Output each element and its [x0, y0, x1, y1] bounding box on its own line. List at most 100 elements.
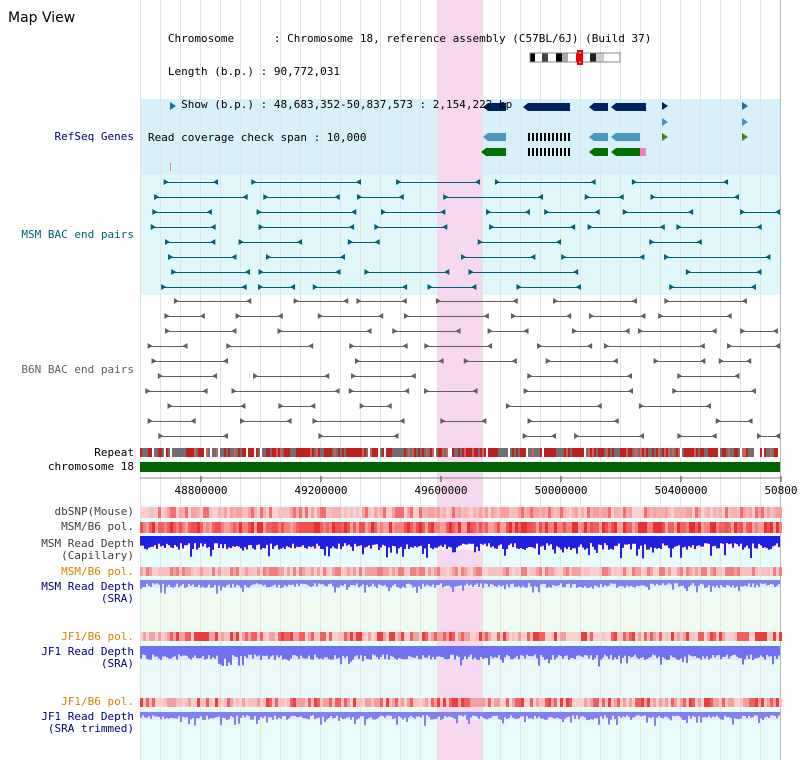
- msm-depth-capillary-bar: [140, 536, 142, 546]
- msm-pol-heat: [416, 522, 419, 533]
- msm-depth-capillary-bar: [456, 536, 458, 548]
- msm-depth-sra-bar: [162, 580, 164, 584]
- jf1-pol2-heat: [338, 698, 341, 707]
- jf1-depth-sra-bar: [398, 646, 400, 659]
- msm-pol-heat: [173, 522, 176, 533]
- jf1-depth-sra-bar: [488, 646, 490, 666]
- jf1-pol-heat: [692, 632, 695, 641]
- jf1-depth-trimmed-bar: [612, 712, 614, 716]
- jf1-pol-heat: [719, 632, 722, 641]
- repeat-segment: [444, 448, 446, 457]
- b6n-bac-pair-end: [603, 343, 609, 349]
- jf1-depth-sra-bar: [684, 646, 686, 657]
- jf1-pol-heat: [596, 632, 599, 641]
- jf1-depth-trimmed-bar: [484, 712, 486, 719]
- msm-bac-pair-end: [256, 209, 262, 215]
- jf1-depth-sra-bar: [706, 646, 708, 657]
- jf1-pol2-heat: [296, 698, 299, 707]
- b6n-bac-pair-end: [481, 418, 487, 424]
- repeat-segment: [502, 448, 504, 457]
- jf1-depth-trimmed-bar: [754, 712, 756, 716]
- repeat-segment: [484, 448, 486, 457]
- track-label-dbsnp[interactable]: dbSNP(Mouse): [54, 505, 134, 518]
- page-title: Map View: [8, 10, 76, 26]
- msm-depth-capillary-bar: [208, 536, 210, 547]
- jf1-depth-trimmed-bar: [622, 712, 624, 717]
- msm-pol2-heat: [560, 567, 563, 576]
- jf1-depth-trimmed-bar: [168, 712, 170, 719]
- msm-pol2-heat: [671, 567, 674, 576]
- dbsnp-heat: [512, 507, 515, 518]
- jf1-depth-sra-bar: [462, 646, 464, 660]
- track-label-msm-depth-capillary[interactable]: MSM Read Depth (Capillary): [41, 538, 134, 562]
- msm-depth-capillary-bar: [568, 536, 570, 547]
- msm-depth-sra-bar: [146, 580, 148, 584]
- dbsnp-heat: [386, 507, 389, 518]
- jf1-pol-heat: [491, 632, 494, 641]
- msm-pol-heat: [737, 522, 740, 533]
- repeat-segment: [414, 448, 416, 457]
- track-label-jf1-depth-trimmed[interactable]: JF1 Read Depth (SRA trimmed): [41, 711, 134, 735]
- jf1-pol2-heat: [635, 698, 638, 707]
- track-label-msm-pol-2[interactable]: MSM/B6 pol.: [61, 565, 134, 578]
- repeat-segment: [588, 448, 590, 457]
- track-label-msm-bac[interactable]: MSM BAC end pairs: [21, 228, 134, 241]
- jf1-pol2-heat: [173, 698, 176, 707]
- track-label-msm-pol[interactable]: MSM/B6 pol.: [61, 520, 134, 533]
- jf1-pol2-heat: [467, 698, 470, 707]
- track-label-jf1-depth[interactable]: JF1 Read Depth (SRA): [41, 646, 134, 670]
- track-label-msm-depth-sra[interactable]: MSM Read Depth (SRA): [41, 581, 134, 605]
- dbsnp-heat: [449, 507, 452, 518]
- msm-depth-sra-bar: [364, 580, 366, 593]
- exon-mark: [548, 133, 550, 141]
- b6n-bac-pair-end: [640, 313, 646, 319]
- dbsnp-heat: [509, 507, 512, 518]
- repeat-segment: [524, 448, 526, 457]
- jf1-depth-trimmed-bar: [444, 712, 446, 717]
- jf1-pol2-heat: [485, 698, 488, 707]
- msm-depth-capillary-bar: [292, 536, 294, 544]
- msm-depth-capillary-bar: [378, 536, 380, 550]
- jf1-pol2-heat: [671, 698, 674, 707]
- jf1-depth-trimmed-bar: [174, 712, 176, 719]
- repeat-segment: [436, 448, 438, 457]
- jf1-pol2-heat: [665, 698, 668, 707]
- b6n-bac-pair-end: [157, 373, 163, 379]
- track-label-jf1-pol[interactable]: JF1/B6 pol.: [61, 630, 134, 643]
- msm-depth-sra-bar: [710, 580, 712, 592]
- b6n-bac-pair-end: [664, 298, 670, 304]
- msm-depth-sra-bar: [608, 580, 610, 586]
- msm-depth-capillary-bar: [564, 536, 566, 548]
- jf1-pol2-heat: [626, 698, 629, 707]
- jf1-pol2-heat: [263, 698, 266, 707]
- jf1-pol2-heat: [335, 698, 338, 707]
- jf1-depth-sra-bar: [188, 646, 190, 659]
- msm-pol2-heat: [416, 567, 419, 576]
- msm-depth-sra-bar: [566, 580, 568, 584]
- track-label-jf1-pol-2[interactable]: JF1/B6 pol.: [61, 695, 134, 708]
- track-label-refseq[interactable]: RefSeq Genes: [54, 130, 134, 143]
- msm-pol-heat: [557, 522, 560, 533]
- dbsnp-heat: [683, 507, 686, 518]
- dbsnp-heat: [626, 507, 629, 518]
- refseq-gene: [486, 148, 506, 156]
- b6n-bac-pair-end: [401, 298, 407, 304]
- msm-pol-heat: [539, 522, 542, 533]
- repeat-segment: [326, 448, 328, 457]
- track-label-b6n-bac[interactable]: B6N BAC end pairs: [21, 363, 134, 376]
- msm-depth-sra-bar: [684, 580, 686, 589]
- msm-bac-pair-end: [556, 239, 562, 245]
- jf1-depth-trimmed-bar: [264, 712, 266, 717]
- dbsnp-heat: [368, 507, 371, 518]
- repeat-segment: [610, 448, 612, 457]
- repeat-segment: [376, 448, 378, 457]
- jf1-pol-heat: [143, 632, 146, 641]
- dbsnp-heat: [590, 507, 593, 518]
- jf1-pol-heat: [461, 632, 464, 641]
- b6n-bac-pair-end: [741, 298, 747, 304]
- msm-depth-sra-bar: [354, 580, 356, 586]
- dbsnp-heat: [773, 507, 776, 518]
- jf1-pol2-heat: [524, 698, 527, 707]
- jf1-pol-heat: [545, 632, 548, 641]
